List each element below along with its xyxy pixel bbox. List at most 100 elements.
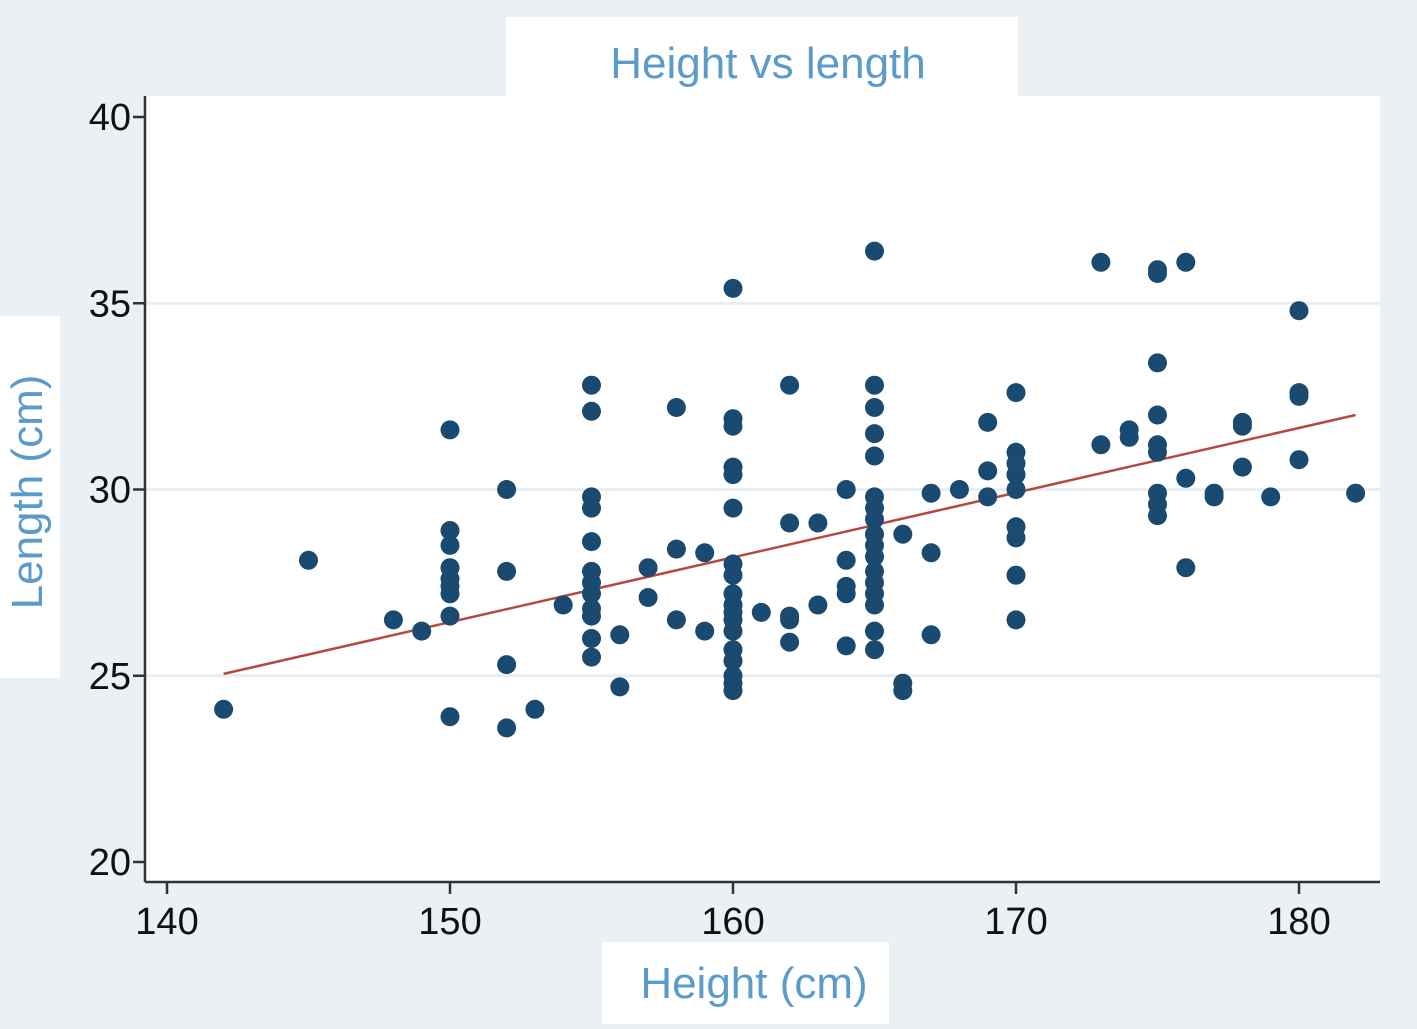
- axes: 20 25 30 35 40 140 150 160 170 180: [89, 96, 1380, 943]
- data-point: [780, 375, 800, 395]
- data-point: [1148, 442, 1167, 462]
- data-point: [497, 480, 517, 499]
- data-point: [440, 707, 460, 727]
- x-tick-label-150: 150: [418, 901, 481, 943]
- data-point: [440, 521, 460, 540]
- data-point: [666, 610, 686, 630]
- data-point: [1006, 528, 1026, 548]
- data-point: [836, 480, 856, 499]
- data-point: [1091, 435, 1111, 455]
- data-point: [582, 629, 601, 648]
- y-axis-title: Length (cm): [3, 375, 52, 610]
- data-point: [1289, 386, 1309, 406]
- data-point: [723, 465, 743, 485]
- data-point: [808, 513, 828, 533]
- data-point: [638, 558, 658, 578]
- gridlines: [145, 301, 1380, 678]
- title-box: [506, 17, 1018, 99]
- data-point: [893, 681, 913, 701]
- chart-title: Height vs length: [610, 39, 926, 88]
- data-point: [610, 625, 630, 645]
- data-point: [723, 416, 743, 436]
- data-point: [723, 565, 743, 585]
- data-point: [1176, 558, 1196, 578]
- y-tick-label-40: 40: [89, 97, 131, 139]
- data-point: [582, 606, 601, 626]
- data-point: [553, 595, 573, 615]
- data-point: [1119, 427, 1139, 447]
- data-point: [1289, 301, 1309, 321]
- data-point: [1006, 480, 1026, 499]
- data-point: [949, 480, 969, 499]
- data-point: [865, 424, 884, 444]
- data-point: [865, 375, 884, 395]
- data-point: [440, 584, 460, 604]
- data-point: [865, 621, 884, 641]
- data-point: [780, 632, 800, 652]
- data-point: [1176, 252, 1196, 272]
- y-axis-title-box: [0, 316, 60, 678]
- y-tick-label-20: 20: [89, 842, 131, 884]
- data-point: [299, 550, 318, 570]
- data-point: [865, 509, 884, 529]
- data-point: [978, 412, 998, 432]
- data-point: [865, 595, 884, 615]
- data-point: [1148, 405, 1167, 425]
- x-tick-label-160: 160: [701, 901, 764, 943]
- data-point: [723, 651, 743, 671]
- data-point: [695, 621, 715, 641]
- data-point: [412, 621, 432, 641]
- data-point: [1261, 487, 1281, 507]
- data-point: [440, 535, 460, 555]
- data-point: [582, 375, 601, 395]
- data-point: [1006, 465, 1026, 485]
- data-point: [1006, 565, 1026, 585]
- data-point: [751, 602, 771, 622]
- data-point: [582, 647, 601, 667]
- data-point: [497, 561, 517, 581]
- data-point: [638, 588, 658, 607]
- data-point: [383, 610, 403, 630]
- data-point: [865, 241, 884, 261]
- data-point: [1346, 483, 1366, 503]
- data-point: [1006, 383, 1026, 403]
- x-axis-title-box: [602, 942, 889, 1024]
- data-point: [497, 718, 517, 738]
- data-point: [440, 420, 460, 440]
- data-point: [666, 539, 686, 559]
- data-point: [610, 677, 630, 697]
- data-point: [893, 524, 913, 544]
- data-point: [1006, 610, 1026, 630]
- data-point: [666, 398, 686, 417]
- data-point: [921, 625, 941, 645]
- y-tick-label-30: 30: [89, 470, 131, 512]
- data-point: [582, 498, 601, 518]
- x-tick-label-180: 180: [1267, 901, 1330, 943]
- data-point: [214, 699, 234, 719]
- data-point: [723, 278, 743, 298]
- data-point: [440, 606, 460, 626]
- data-point: [695, 543, 715, 563]
- x-axis-title: Height (cm): [640, 959, 867, 1008]
- data-point: [1289, 450, 1309, 470]
- data-point: [1204, 487, 1224, 507]
- data-point: [1232, 457, 1252, 477]
- data-point: [723, 681, 743, 701]
- data-point: [978, 487, 998, 507]
- data-point: [1091, 252, 1111, 272]
- data-point: [865, 446, 884, 466]
- data-point: [525, 699, 545, 719]
- data-point: [808, 595, 828, 615]
- data-point: [1148, 506, 1167, 526]
- data-point: [978, 461, 998, 481]
- data-point: [1176, 468, 1196, 488]
- data-point: [1148, 353, 1167, 373]
- data-point: [723, 498, 743, 518]
- data-point: [723, 621, 743, 641]
- data-point: [497, 655, 517, 675]
- data-points: [214, 241, 1366, 738]
- data-point: [865, 547, 884, 567]
- data-point: [1148, 264, 1167, 283]
- data-point: [780, 610, 800, 630]
